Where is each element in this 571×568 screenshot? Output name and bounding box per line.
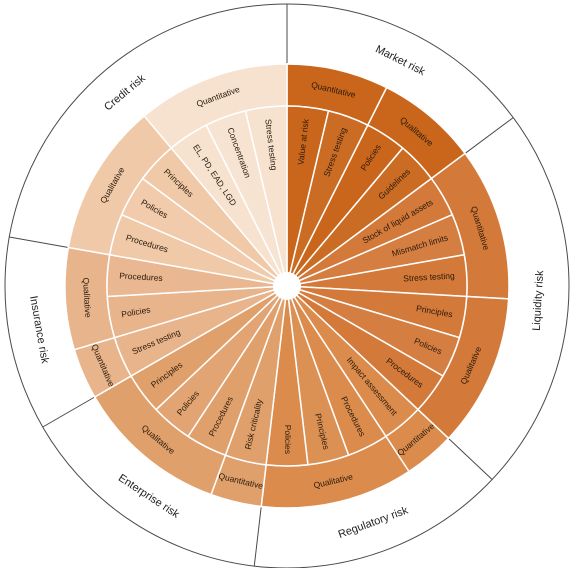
category-divider (9, 236, 69, 248)
category-label-liquidity-risk: Liquidity risk (531, 270, 547, 332)
category-divider (464, 117, 514, 154)
inner-ring-layer (106, 105, 468, 467)
group-label-insurance-risk-qualitative: Qualitative (81, 277, 93, 318)
category-divider (253, 506, 262, 567)
center-hub (273, 272, 301, 300)
category-divider (42, 396, 95, 428)
leaf-label-insurance-risk-policies: Policies (121, 304, 152, 319)
leaf-label-liquidity-risk-stress-testing: Stress testing (403, 270, 455, 283)
leaf-segment-credit-risk-stress-testing (244, 105, 288, 287)
leaf-label-insurance-risk-procedures: Procedures (119, 270, 163, 283)
leaf-label-regulatory-risk-policies: Policies (283, 425, 293, 454)
category-divider (448, 437, 493, 480)
